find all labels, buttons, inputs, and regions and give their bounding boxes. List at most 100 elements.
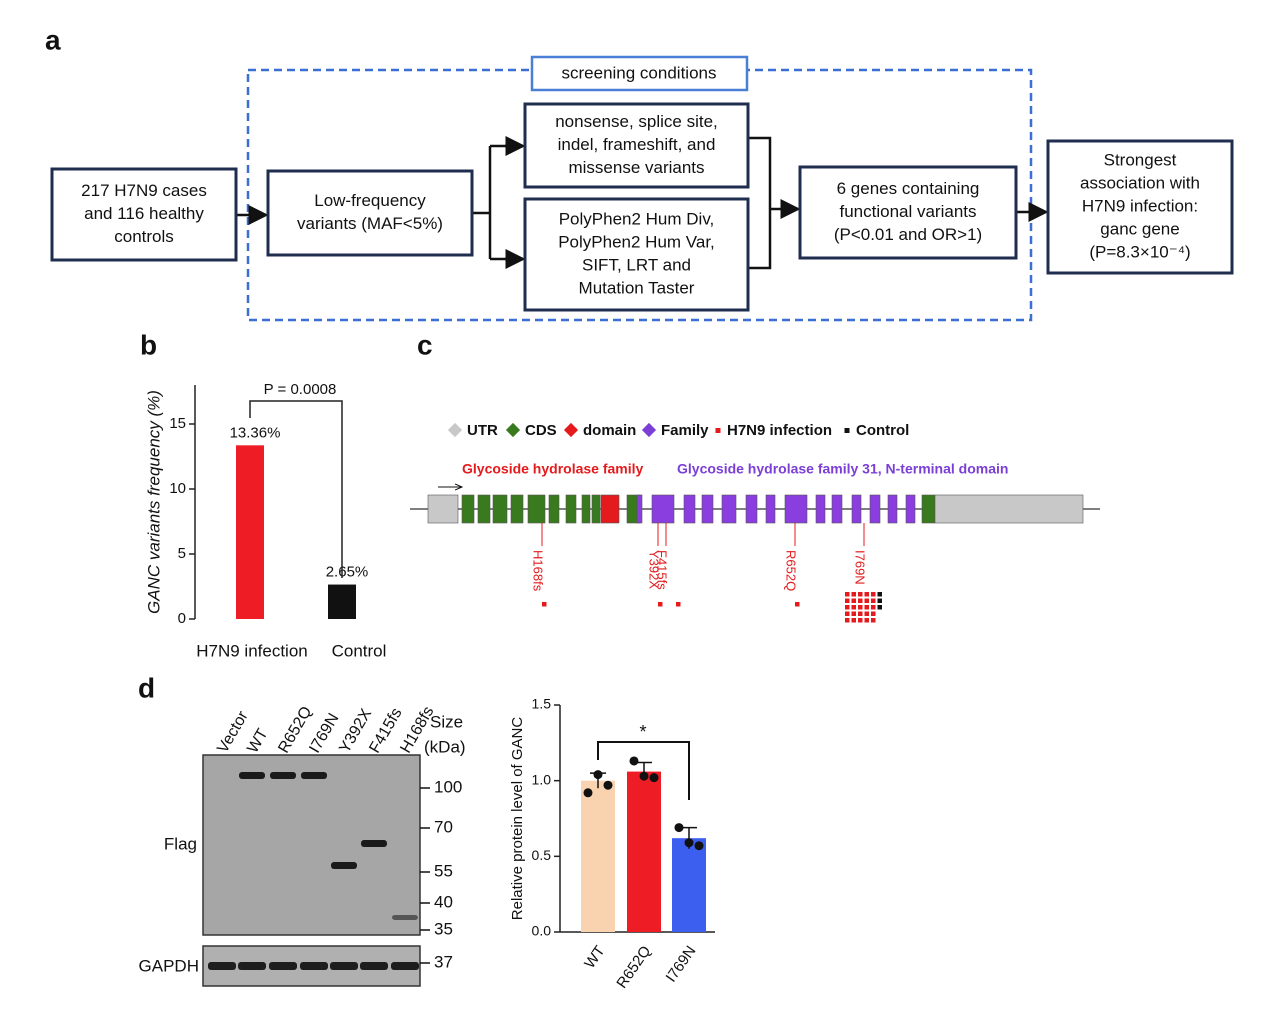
- bar: [672, 838, 706, 932]
- legend-label: domain: [583, 422, 636, 439]
- value-label: 13.36%: [230, 424, 281, 441]
- significance-bracket: [597, 741, 690, 800]
- control-square: [877, 598, 882, 603]
- flow-text: Low-frequency: [314, 191, 426, 210]
- flow-text: H7N9 infection:: [1082, 196, 1198, 215]
- exon: [784, 494, 808, 524]
- mutation-label: R652Q: [784, 550, 799, 591]
- size-unit: (kDa): [424, 737, 466, 756]
- marker-label: 35: [434, 919, 453, 938]
- case-square: [871, 592, 876, 597]
- significance-label: P = 0.0008: [264, 381, 337, 398]
- exon: [581, 494, 591, 524]
- screening-box: [530, 55, 749, 92]
- data-point: [674, 823, 684, 833]
- data-point: [629, 756, 639, 766]
- y-tick-label: 0.5: [532, 847, 552, 863]
- case-square: [858, 592, 863, 597]
- flow-text: PolyPhen2 Hum Div,: [559, 209, 715, 228]
- gapdh-band: [300, 962, 328, 970]
- flow-text: PolyPhen2 Hum Var,: [558, 232, 715, 251]
- x-tick-label: WT: [581, 943, 608, 972]
- flow-box: [50, 167, 238, 262]
- flow-text: Strongest: [1104, 150, 1177, 169]
- data-point: [684, 838, 694, 848]
- gapdh-band: [330, 962, 358, 970]
- flag-band: [392, 915, 418, 920]
- data-point: [639, 771, 649, 781]
- flow-box: [1046, 139, 1234, 275]
- flow-text: association with: [1080, 173, 1200, 192]
- lane-label: WT: [244, 726, 271, 756]
- case-square: [851, 592, 856, 597]
- blot-label: GAPDH: [139, 956, 199, 975]
- marker-label: 37: [434, 952, 453, 971]
- legend-label: Family: [661, 422, 709, 439]
- flow-text: nonsense, splice site,: [555, 112, 718, 131]
- flow-text: variants (MAF<5%): [297, 214, 443, 233]
- x-tick-label: H7N9 infection: [196, 641, 308, 660]
- marker-label: 40: [434, 892, 453, 911]
- exon: [527, 494, 546, 524]
- legend-symbol: [447, 422, 463, 438]
- bar: [236, 445, 264, 619]
- flag-band: [270, 772, 296, 779]
- legend-label: CDS: [525, 422, 557, 439]
- case-square: [864, 618, 869, 623]
- exon: [636, 494, 643, 524]
- exon: [510, 494, 524, 524]
- screening-title: screening conditions: [562, 63, 717, 82]
- significance-bracket: [249, 400, 343, 578]
- panel-label: c: [417, 329, 433, 360]
- gapdh-band: [269, 962, 297, 970]
- case-square: [851, 598, 856, 603]
- legend-label: UTR: [467, 422, 498, 439]
- exon: [701, 494, 714, 524]
- exon: [905, 494, 916, 524]
- exon: [934, 494, 1084, 524]
- flow-text: (P<0.01 and OR>1): [834, 225, 982, 244]
- data-point: [603, 780, 613, 790]
- exon: [745, 494, 758, 524]
- legend-symbol: [715, 428, 721, 433]
- exon: [477, 494, 491, 524]
- case-square: [858, 611, 863, 616]
- exon: [921, 494, 936, 524]
- case-square: [871, 618, 876, 623]
- exon: [591, 494, 601, 524]
- case-square: [845, 611, 850, 616]
- flag-band: [331, 862, 357, 869]
- case-square: [871, 598, 876, 603]
- panel-label: b: [140, 329, 157, 360]
- case-square: [845, 598, 850, 603]
- exon: [721, 494, 737, 524]
- x-tick-label: I769N: [663, 943, 700, 986]
- flow-box: [266, 169, 474, 257]
- case-square: [658, 602, 663, 607]
- case-square: [858, 618, 863, 623]
- exon: [565, 494, 577, 524]
- exon: [831, 494, 843, 524]
- case-square: [864, 605, 869, 610]
- domain-label: Glycoside hydrolase family 31, N-termina…: [677, 461, 1008, 477]
- case-square: [864, 611, 869, 616]
- flow-text: 217 H7N9 cases: [81, 181, 207, 200]
- domain-label: Glycoside hydrolase family: [462, 461, 644, 477]
- bar: [581, 780, 615, 932]
- significance-label: *: [639, 722, 646, 742]
- case-square: [851, 618, 856, 623]
- exon: [492, 494, 508, 524]
- exon: [869, 494, 881, 524]
- bar: [328, 584, 356, 619]
- legend-symbol: [844, 428, 850, 433]
- y-axis-label: GANC variants frequency (%): [144, 390, 163, 614]
- y-tick-label: 15: [169, 415, 186, 432]
- flow-text: and 116 healthy: [84, 204, 204, 223]
- data-point: [593, 770, 603, 780]
- legend-label: Control: [856, 422, 909, 439]
- case-square: [864, 598, 869, 603]
- exon: [427, 494, 459, 524]
- gapdh-band: [238, 962, 266, 970]
- case-square: [864, 592, 869, 597]
